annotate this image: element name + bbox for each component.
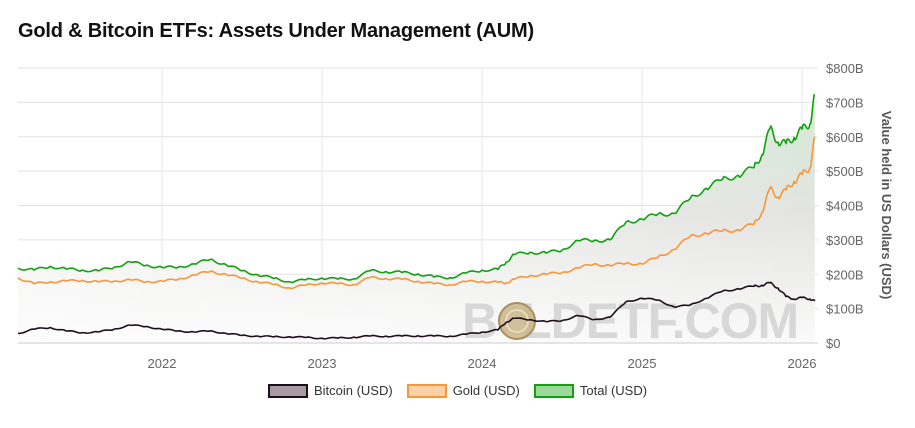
series-line-bitcoin [17, 281, 816, 340]
legend-item-gold[interactable]: Gold (USD) [406, 383, 520, 398]
y-tick-label: $300B [826, 233, 864, 248]
x-tick-label: 2023 [308, 356, 337, 371]
series-lines [17, 93, 816, 340]
legend-swatch-bitcoin [267, 383, 308, 398]
area-fills [18, 94, 815, 343]
y-tick-label: $600B [826, 130, 864, 145]
series-line-total [17, 93, 815, 284]
y-tick-label: $400B [826, 199, 864, 214]
y-tick-label: $0 [826, 336, 840, 351]
series-line-gold [17, 136, 816, 290]
x-tick-label: 2024 [468, 356, 497, 371]
legend-label: Gold (USD) [452, 383, 520, 398]
axes: $0 $100B $200B $300B $400B $500B $600B $700B $80… [18, 61, 864, 371]
x-tick-label: 2022 [148, 356, 177, 371]
y-tick-label: $800B [826, 61, 864, 76]
legend: Bitcoin (USD) Gold (USD) Total (USD) [0, 383, 915, 398]
y-tick-label: $100B [826, 302, 864, 317]
legend-label: Total (USD) [579, 383, 648, 398]
legend-label: Bitcoin (USD) [313, 383, 393, 398]
y-tick-label: $700B [826, 95, 864, 110]
legend-item-bitcoin[interactable]: Bitcoin (USD) [267, 383, 393, 398]
x-tick-label: 2025 [628, 356, 657, 371]
x-tick-label: 2026 [788, 356, 817, 371]
legend-item-total[interactable]: Total (USD) [533, 383, 648, 398]
area-highlight [18, 94, 815, 343]
y-tick-label: $500B [826, 164, 864, 179]
legend-swatch-total [533, 383, 574, 398]
watermark-logo: B LDETF.COM [462, 293, 799, 349]
y-tick-label: $200B [826, 267, 864, 282]
y-axis-label: Value held in US Dollars (USD) [879, 111, 894, 300]
legend-swatch-gold [406, 383, 447, 398]
chart-title: Gold & Bitcoin ETFs: Assets Under Manage… [18, 20, 534, 42]
